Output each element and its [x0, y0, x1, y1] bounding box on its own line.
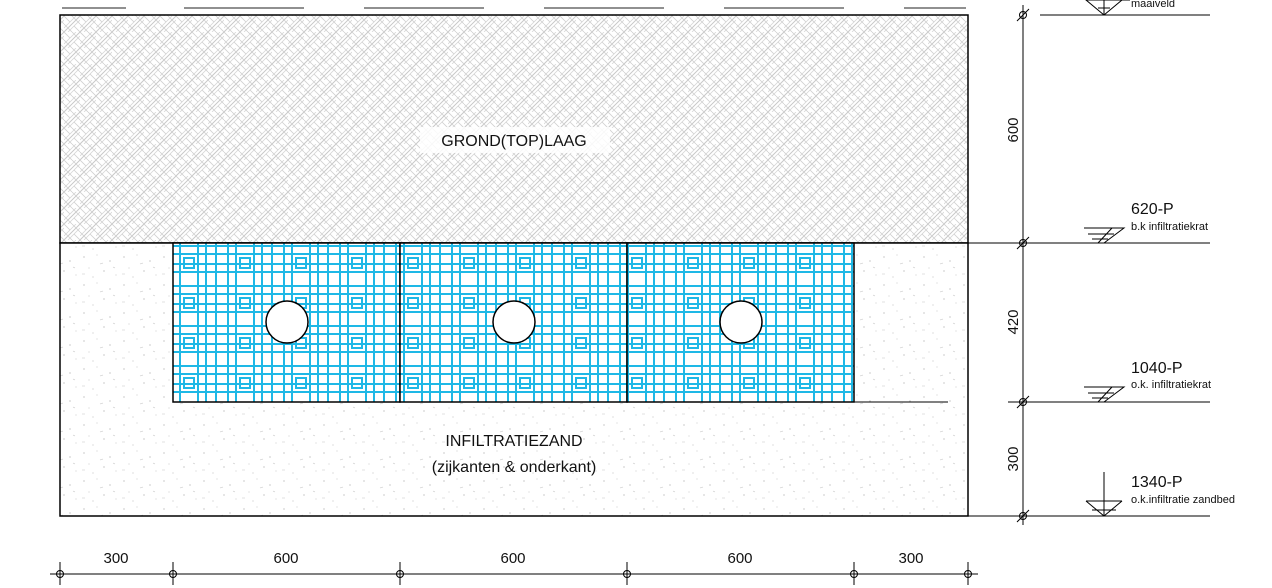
dim-vertical-300: 300	[1005, 446, 1022, 471]
level-lines	[1040, 14, 1210, 517]
horizontal-dimension-line	[50, 562, 978, 585]
topsoil-label: GROND(TOP)LAAG	[441, 133, 587, 150]
sand-label-line2: (zijkanten & onderkant)	[432, 459, 597, 476]
sand-label-line1: INFILTRATIEZAND	[445, 433, 582, 450]
dim-horizontal-600-3: 600	[727, 550, 752, 567]
level-code-620: 620-P	[1131, 201, 1174, 218]
pipe-3	[719, 300, 763, 344]
dim-vertical-600: 600	[1005, 117, 1022, 142]
level-symbol-620	[1084, 227, 1126, 244]
infiltration-crates	[172, 242, 855, 403]
vertical-dimension-line	[968, 5, 1040, 525]
level-symbol-maaiveld	[1085, 0, 1130, 16]
level-symbol-1040	[1084, 386, 1126, 403]
dim-horizontal-600-2: 600	[500, 550, 525, 567]
level-code-1340: 1340-P	[1131, 474, 1183, 491]
level-desc-620: b.k infiltratiekrat	[1131, 221, 1208, 233]
dim-horizontal-600-1: 600	[273, 550, 298, 567]
level-desc-1040: o.k. infiltratiekrat	[1131, 379, 1211, 391]
level-desc-1340: o.k.infiltratie zandbed	[1131, 494, 1235, 506]
pipe-1	[265, 300, 309, 344]
pipe-2	[492, 300, 536, 344]
level-code-1040: 1040-P	[1131, 360, 1183, 377]
dim-vertical-420: 420	[1005, 309, 1022, 334]
level-desc-maaiveld: maaiveld	[1131, 0, 1175, 10]
dim-horizontal-300-left: 300	[103, 550, 128, 567]
dim-horizontal-300-right: 300	[898, 550, 923, 567]
level-symbol-1340	[1085, 472, 1123, 517]
